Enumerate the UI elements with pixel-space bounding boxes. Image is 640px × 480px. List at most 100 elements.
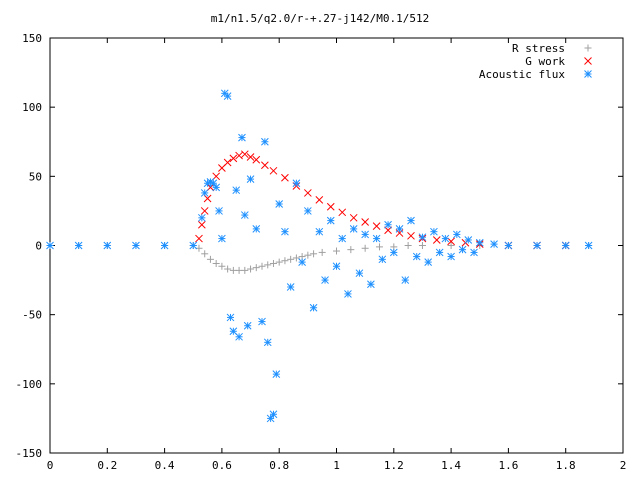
data-point [240, 211, 249, 219]
data-point [212, 259, 220, 267]
x-axis: 0 0.2 0.4 0.6 0.8 1 1.2 1.4 1.6 1.8 2 [47, 38, 626, 472]
data-point [246, 153, 255, 161]
data-point [355, 269, 364, 278]
y-tick-label: 0 [35, 240, 42, 253]
x-tick-label: 1.8 [556, 459, 576, 472]
data-point [361, 230, 370, 239]
data-point [200, 207, 209, 215]
y-tick-label: -150 [16, 447, 43, 460]
data-point [287, 255, 295, 263]
x-tick-label: 0.2 [97, 459, 117, 472]
data-point [367, 280, 375, 289]
data-point [258, 262, 266, 270]
data-point [209, 179, 218, 188]
y-tick-label: -50 [22, 309, 42, 322]
legend-swatch [584, 44, 592, 52]
data-point [407, 216, 415, 225]
data-point [223, 158, 232, 167]
data-point [418, 242, 426, 249]
data-point [430, 227, 438, 236]
data-point [264, 261, 272, 269]
data-point [361, 244, 369, 252]
y-tick-label: 100 [22, 101, 42, 114]
x-tick-label: 0.8 [269, 459, 289, 472]
data-point [275, 258, 283, 266]
data-point [241, 266, 249, 274]
y-tick-label: -100 [16, 378, 43, 391]
data-point [326, 202, 335, 211]
data-point [189, 241, 198, 250]
data-point [218, 262, 226, 270]
x-tick-label: 0.6 [212, 459, 232, 472]
data-point [46, 241, 54, 250]
data-point [464, 236, 473, 244]
data-point [424, 258, 433, 266]
data-point [258, 317, 266, 326]
legend-label: R stress [512, 42, 565, 55]
data-point [74, 241, 83, 250]
data-point [197, 220, 206, 229]
data-point [252, 155, 261, 164]
data-point [338, 208, 347, 217]
data-point [304, 251, 312, 259]
x-tick-label: 1 [333, 459, 340, 472]
data-point [269, 259, 277, 267]
data-point [286, 283, 295, 291]
data-point [349, 225, 358, 233]
data-point [338, 234, 347, 243]
data-point [266, 414, 275, 423]
data-point [384, 220, 392, 229]
data-point [315, 227, 324, 236]
data-point [303, 207, 312, 215]
data-point [252, 225, 261, 233]
chart-title: m1/n1.5/q2.0/r-+.27-j142/M0.1/512 [211, 12, 430, 25]
data-point [309, 303, 318, 312]
data-point [458, 245, 467, 254]
data-point [470, 248, 478, 257]
data-point [269, 166, 278, 175]
data-point [197, 213, 206, 222]
data-point [281, 257, 289, 265]
data-point [275, 200, 284, 208]
data-point [404, 242, 412, 249]
data-point [212, 183, 221, 192]
data-point [226, 313, 235, 322]
data-point [561, 241, 570, 250]
data-point [292, 254, 300, 262]
data-point [261, 161, 269, 170]
data-point [475, 238, 484, 247]
data-point [333, 247, 340, 255]
data-point [395, 225, 404, 233]
data-point [504, 241, 513, 250]
data-point [326, 216, 335, 225]
data-point [232, 186, 241, 195]
data-point [303, 189, 312, 197]
data-point [229, 154, 238, 163]
data-point [206, 255, 214, 263]
data-point [215, 207, 223, 215]
data-point [435, 248, 444, 257]
data-point [272, 370, 281, 379]
x-tick-label: 1.4 [441, 459, 461, 472]
y-axis: -150 -100 -50 0 50 100 150 [16, 32, 623, 460]
data-point [310, 250, 318, 258]
data-point [375, 243, 383, 251]
data-point [447, 242, 455, 249]
data-point [200, 189, 209, 197]
data-point [490, 240, 498, 248]
data-point [195, 234, 203, 243]
data-point [263, 338, 272, 347]
data-point [235, 332, 243, 341]
legend-label: G work [525, 55, 565, 68]
data-point [389, 248, 398, 257]
legend-swatch [584, 57, 592, 65]
data-point [247, 265, 255, 273]
data-point [533, 241, 541, 250]
series-2 [46, 89, 593, 423]
data-point [452, 230, 461, 239]
data-point [261, 137, 269, 146]
data-point [240, 150, 249, 159]
